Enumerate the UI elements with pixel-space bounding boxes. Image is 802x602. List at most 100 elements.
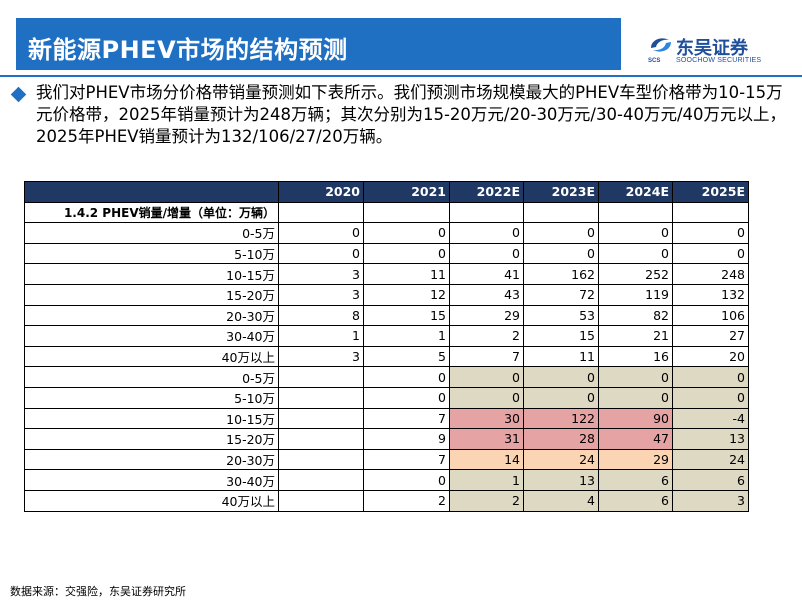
table-cell: 0	[598, 366, 673, 388]
table-cell: 162	[523, 263, 599, 285]
table-cell: 29	[598, 448, 673, 471]
table-cell: 21	[598, 325, 673, 347]
table-cell: 8	[278, 304, 364, 327]
table-cell: 7	[363, 448, 450, 471]
soochow-logo-icon	[651, 38, 671, 52]
row-label: 20-30万	[24, 448, 279, 471]
table-row: 0-5万 0 0 0 0 0 0	[24, 222, 749, 244]
increment-section: 0-5万 0 0 0 0 0 5-10万 0 0 0 0 0 10-15万 7 30 122 90 -4 15-20…	[24, 366, 749, 512]
table-cell: 0	[449, 386, 524, 409]
table-cell: 43	[449, 283, 524, 306]
table-cell: 7	[449, 345, 524, 368]
table-cell: 119	[598, 283, 673, 306]
table-cell: 0	[449, 366, 524, 388]
table-cell: 3	[278, 263, 364, 285]
row-label: 40万以上	[24, 489, 279, 512]
table-cell: 0	[278, 222, 364, 244]
table-cell: 7	[363, 407, 450, 430]
table-cell: 29	[449, 304, 524, 327]
table-cell: 30	[449, 407, 524, 430]
table-cell: 47	[598, 428, 673, 450]
table-cell: 41	[449, 263, 524, 285]
table-cell: 28	[523, 428, 599, 450]
table-cell: 1	[449, 469, 524, 491]
table-row: 5-10万 0 0 0 0 0	[24, 386, 749, 409]
table-cell	[278, 407, 364, 430]
table-cell	[278, 448, 364, 471]
table-cell: 2	[449, 325, 524, 347]
table-cell: 132	[672, 283, 749, 306]
table-cell: -4	[672, 407, 749, 430]
table-cell	[278, 366, 364, 388]
table-cell	[278, 489, 364, 512]
table-cell: 1	[278, 325, 364, 347]
table-cell: 0	[598, 222, 673, 244]
table-cell	[278, 469, 364, 491]
table-cell: 27	[672, 325, 749, 347]
table-header-row: 2020 2021 2022E 2023E 2024E 2025E	[24, 181, 749, 203]
logo-abbr: SCS	[648, 58, 661, 64]
row-label: 30-40万	[24, 325, 279, 347]
table-cell: 0	[278, 242, 364, 265]
table-row: 10-15万 3 11 41 162 252 248	[24, 263, 749, 285]
table-cell: 90	[598, 407, 673, 430]
table-cell: 11	[523, 345, 599, 368]
table-cell: 122	[523, 407, 599, 430]
table-row: 5-10万 0 0 0 0 0 0	[24, 242, 749, 265]
table-cell: 0	[523, 386, 599, 409]
row-label: 5-10万	[24, 386, 279, 409]
table-cell: 6	[598, 469, 673, 491]
logo-name-en: SOOCHOW SECURITIES	[676, 57, 762, 64]
table-cell: 16	[598, 345, 673, 368]
table-cell: 0	[672, 366, 749, 388]
title-bar: 新能源PHEV市场的结构预测	[16, 18, 621, 70]
table-cell: 0	[363, 242, 450, 265]
table-cell: 14	[449, 448, 524, 471]
header-year: 2023E	[523, 181, 599, 203]
row-label: 15-20万	[24, 283, 279, 306]
table-cell: 3	[278, 283, 364, 306]
table-cell: 24	[523, 448, 599, 471]
table-cell: 82	[598, 304, 673, 327]
table-row: 15-20万 3 12 43 72 119 132	[24, 283, 749, 306]
header-year: 2020	[278, 181, 364, 203]
diamond-bullet-icon	[10, 86, 27, 103]
table-cell: 13	[523, 469, 599, 491]
row-label: 15-20万	[24, 428, 279, 450]
source-note: 数据来源：交强险，东吴证券研究所	[10, 585, 186, 598]
row-label: 5-10万	[24, 242, 279, 265]
logo-name-cn: 东吴证券	[676, 38, 748, 59]
section-title: 1.4.2 PHEV销量/增量（单位：万辆）	[24, 201, 279, 224]
table-cell: 0	[363, 366, 450, 388]
table-cell: 15	[523, 325, 599, 347]
row-label: 30-40万	[24, 469, 279, 491]
table-cell: 5	[363, 345, 450, 368]
table-cell: 2	[363, 489, 450, 512]
header-year: 2025E	[672, 181, 749, 203]
table-cell: 248	[672, 263, 749, 285]
table-cell	[278, 386, 364, 409]
table-cell: 20	[672, 345, 749, 368]
table-cell: 0	[449, 242, 524, 265]
header-year: 2024E	[598, 181, 673, 203]
header-divider	[0, 75, 802, 77]
table-cell: 72	[523, 283, 599, 306]
row-label: 20-30万	[24, 304, 279, 327]
table-cell: 4	[523, 489, 599, 512]
table-cell: 0	[672, 386, 749, 409]
row-label: 10-15万	[24, 407, 279, 430]
table-cell: 3	[278, 345, 364, 368]
phev-forecast-table: 2020 2021 2022E 2023E 2024E 2025E 1.4.2 …	[24, 181, 749, 512]
table-cell: 0	[363, 386, 450, 409]
table-cell: 31	[449, 428, 524, 450]
table-cell: 53	[523, 304, 599, 327]
table-cell: 0	[598, 242, 673, 265]
table-row: 40万以上 3 5 7 11 16 20	[24, 345, 749, 368]
header-year: 2021	[363, 181, 450, 203]
table-cell: 0	[672, 242, 749, 265]
table-cell: 15	[363, 304, 450, 327]
table-cell: 0	[363, 222, 450, 244]
page-title: 新能源PHEV市场的结构预测	[28, 36, 348, 64]
table-cell: 252	[598, 263, 673, 285]
soochow-logo: SCS 东吴证券 SOOCHOW SECURITIES	[648, 34, 798, 70]
